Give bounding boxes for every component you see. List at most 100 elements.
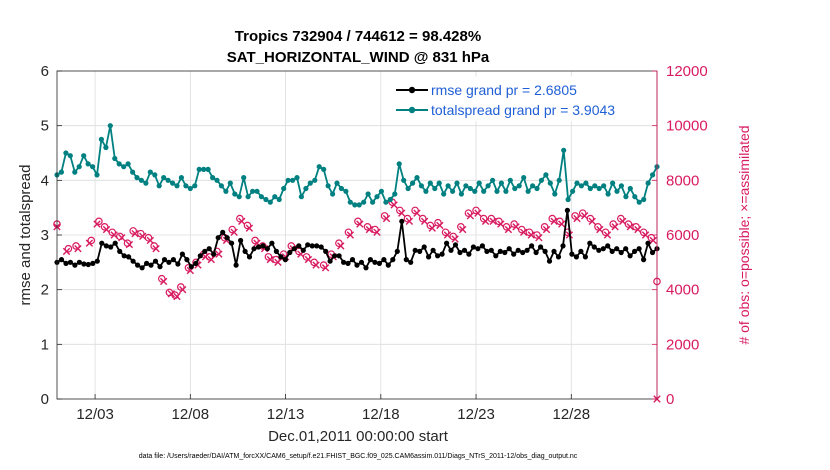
- obs-cross-stroke: [443, 231, 452, 239]
- obs-cross-stroke: [542, 225, 551, 234]
- rmse-point: [291, 246, 297, 252]
- spread-point: [383, 199, 389, 205]
- rmse-point: [546, 258, 553, 264]
- obs-possible-marker: [264, 253, 273, 261]
- obs-cross-stroke: [274, 258, 282, 267]
- obs-cross-stroke: [634, 225, 642, 234]
- obs-possible-marker: [441, 228, 450, 237]
- rmse-point: [376, 260, 382, 266]
- spread-point: [325, 183, 331, 189]
- rmse-point: [511, 251, 517, 257]
- rmse-point: [318, 244, 324, 250]
- obs-cross-stroke: [420, 217, 429, 226]
- spread-point: [165, 177, 171, 183]
- legend: rmse grand pr = 2.6805 totalspread grand…: [391, 76, 655, 122]
- rmse-point: [564, 207, 571, 213]
- spread-point: [210, 175, 216, 181]
- obs-possible-marker: [279, 250, 288, 258]
- obs-assimilated-marker: [139, 232, 147, 241]
- obs-cross-stroke: [619, 217, 627, 226]
- spread-point: [481, 188, 487, 194]
- spread-point: [281, 185, 287, 192]
- spread-point: [432, 185, 438, 192]
- rmse-point: [399, 218, 405, 224]
- spread-point: [476, 180, 482, 186]
- x-tick-label: 12/03: [76, 406, 114, 423]
- rmse-point: [233, 262, 239, 268]
- rmse-point: [632, 248, 638, 254]
- spread-point: [521, 175, 527, 181]
- obs-assimilated-marker: [62, 247, 71, 256]
- obs-cross-stroke: [649, 236, 657, 245]
- rmse-point: [135, 262, 141, 268]
- spread-point: [196, 166, 202, 172]
- obs-cross-stroke: [110, 231, 118, 239]
- spread-point: [423, 188, 429, 194]
- rmse-point: [296, 243, 302, 249]
- obs-possible-marker: [578, 209, 587, 217]
- chart-subtitle: SAT_HORIZONTAL_WIND @ 831 hPa: [227, 49, 490, 66]
- rmse-point: [327, 258, 333, 264]
- rmse-point: [542, 248, 548, 254]
- rmse-point: [623, 246, 629, 252]
- rmse-point: [430, 247, 436, 253]
- obs-assimilated-marker: [274, 258, 282, 267]
- spread-point: [272, 194, 278, 200]
- obs-assimilated-marker: [201, 253, 210, 261]
- spread-point: [338, 185, 344, 192]
- obs-cross-stroke: [159, 277, 168, 286]
- spread-point: [396, 161, 402, 167]
- obs-assimilated-marker: [542, 225, 551, 234]
- rmse-point: [529, 243, 535, 249]
- spread-point: [552, 191, 558, 197]
- obs-possible-marker: [609, 220, 617, 228]
- spread-point: [365, 191, 371, 197]
- obs-possible-marker: [129, 227, 137, 235]
- spread-point: [556, 177, 562, 183]
- obs-cross-stroke: [365, 225, 374, 234]
- obs-assimilated-marker: [619, 217, 627, 226]
- rmse-point: [202, 248, 208, 254]
- rmse-point: [614, 246, 620, 252]
- rmse-point: [439, 251, 445, 257]
- obs-cross-stroke: [373, 228, 381, 236]
- obs-possible-marker: [495, 217, 503, 226]
- rmse-point: [421, 244, 427, 250]
- spread-point: [232, 191, 238, 197]
- obs-cross-stroke: [588, 217, 596, 226]
- obs-possible-marker: [380, 212, 389, 220]
- obs-cross-stroke: [641, 231, 650, 239]
- rmse-point: [596, 247, 602, 253]
- y-right-tick-label: 10000: [666, 118, 708, 135]
- rmse-point: [197, 253, 203, 259]
- spread-point: [330, 191, 336, 197]
- obs-assimilated-marker: [611, 223, 619, 231]
- obs-possible-marker: [157, 274, 166, 283]
- spread-point: [547, 180, 553, 186]
- obs-possible-marker: [479, 214, 488, 223]
- rmse-point: [533, 249, 539, 256]
- spread-point: [94, 172, 100, 178]
- spread-point: [370, 199, 376, 205]
- obs-assimilated-marker: [146, 236, 155, 245]
- spread-point: [76, 164, 82, 170]
- obs-cross-stroke: [102, 225, 111, 234]
- spread-point: [578, 183, 585, 189]
- legend-rmse-marker: [408, 86, 416, 94]
- rmse-point: [72, 262, 78, 268]
- obs-cross-stroke: [93, 220, 101, 228]
- obs-cross-stroke: [201, 253, 210, 261]
- rmse-point: [121, 253, 127, 259]
- spread-point: [601, 183, 607, 189]
- spread-point: [561, 147, 567, 153]
- spread-point: [254, 188, 260, 194]
- spread-point: [58, 169, 64, 175]
- obs-assimilated-marker: [118, 234, 126, 242]
- spread-point: [152, 172, 158, 178]
- obs-cross-stroke: [337, 242, 345, 250]
- obs-cross-stroke: [497, 220, 505, 228]
- rmse-point: [282, 257, 288, 263]
- spread-point: [116, 161, 122, 167]
- obs-assimilated-marker: [179, 285, 187, 294]
- spread-point: [636, 199, 642, 205]
